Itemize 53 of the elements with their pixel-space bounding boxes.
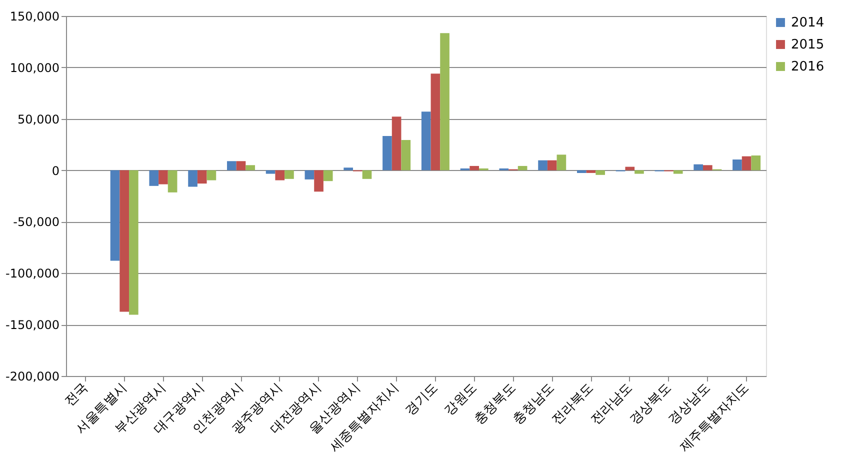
- bar: [314, 170, 324, 192]
- y-tick-label: -50,000: [13, 215, 60, 230]
- y-tick-label: -100,000: [6, 266, 60, 281]
- bar: [129, 170, 138, 315]
- bar: [323, 170, 333, 182]
- bar: [304, 170, 314, 180]
- bar: [158, 170, 168, 184]
- bar: [344, 168, 353, 170]
- bar: [625, 166, 635, 170]
- bar: [246, 165, 255, 170]
- bar: [382, 136, 392, 170]
- bar: [694, 164, 703, 170]
- y-tick-label: -150,000: [6, 318, 60, 332]
- bar: [401, 140, 411, 170]
- bar: [556, 154, 566, 170]
- bar: [634, 170, 644, 174]
- bar: [236, 161, 246, 170]
- bar: [673, 170, 683, 174]
- y-tick-label: 50,000: [18, 112, 60, 126]
- bar: [596, 170, 605, 175]
- bar: [430, 74, 440, 170]
- legend-label: 2016: [791, 60, 824, 74]
- bar: [275, 170, 285, 180]
- legend-label: 2015: [791, 38, 824, 52]
- bar: [206, 170, 216, 180]
- y-tick-label: 0: [52, 164, 60, 178]
- bar: [440, 33, 450, 170]
- bar: [586, 170, 596, 173]
- bar: [518, 166, 528, 170]
- bar: [227, 161, 236, 170]
- bar: [538, 160, 548, 170]
- bar: [703, 165, 712, 170]
- y-tick-label: 100,000: [10, 60, 60, 75]
- bar: [362, 170, 372, 179]
- bar: [421, 112, 431, 170]
- legend-label: 2014: [791, 16, 824, 30]
- bar: [470, 166, 479, 170]
- bar: [120, 170, 129, 312]
- bar: [197, 170, 207, 184]
- bar: [149, 170, 159, 186]
- y-tick-label: -200,000: [6, 370, 60, 384]
- bar: [110, 170, 120, 261]
- bar: [742, 156, 752, 170]
- bar: [188, 170, 198, 187]
- bar: [168, 170, 178, 192]
- y-tick-label: 150,000: [10, 10, 60, 24]
- bar: [284, 170, 294, 179]
- bar: [266, 170, 276, 174]
- bar: [732, 159, 742, 170]
- bar: [392, 116, 402, 170]
- bar: [577, 170, 586, 173]
- bar: [751, 155, 761, 170]
- bar: [547, 160, 557, 170]
